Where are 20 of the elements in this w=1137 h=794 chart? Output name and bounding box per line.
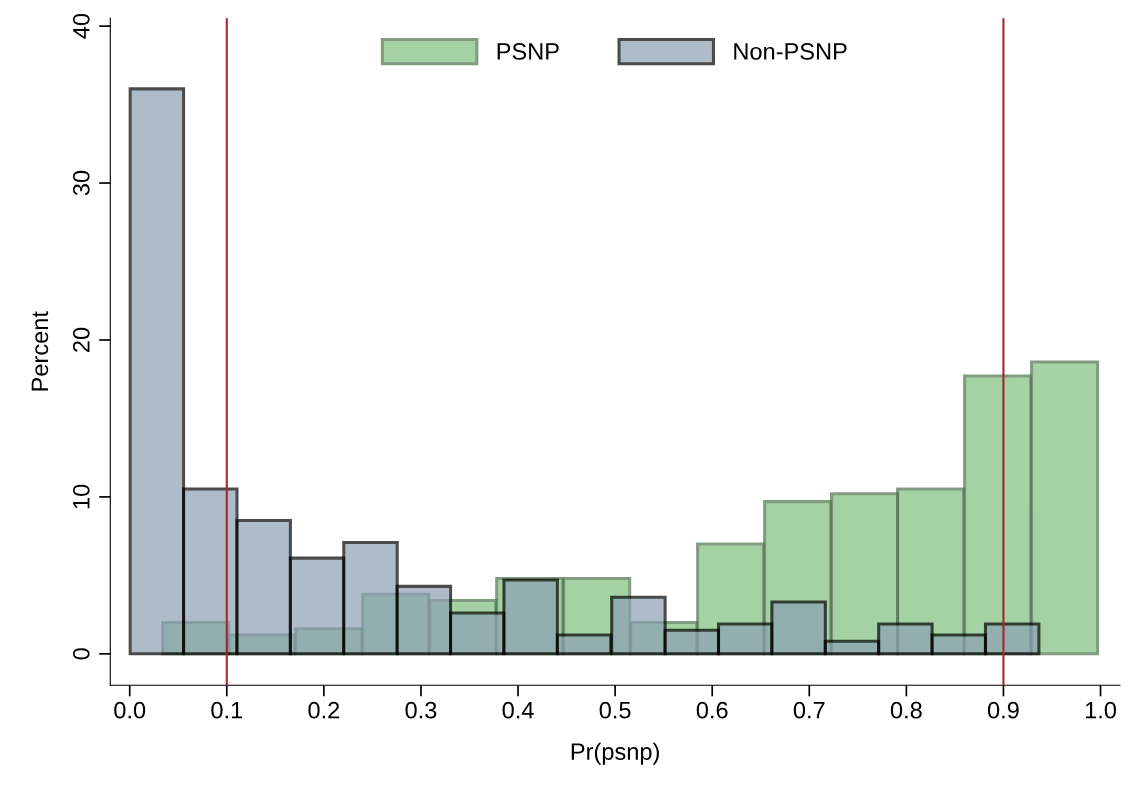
x-tick-label: 0.7 <box>793 701 825 719</box>
x-tick-label: 0.9 <box>987 701 1019 719</box>
x-tick-label: 0.5 <box>599 701 631 719</box>
y-axis-title: Percent <box>31 311 49 391</box>
y-tick-label: 40 <box>72 13 90 39</box>
x-tick-label: 0.8 <box>890 701 922 719</box>
y-tick-label: 10 <box>72 484 90 509</box>
y-tick-label: 0 <box>72 648 90 660</box>
x-tick-label: 0.1 <box>211 701 243 719</box>
y-tick-label: 20 <box>72 327 90 352</box>
legend-label: PSNP <box>497 43 559 60</box>
x-axis-title: Pr(psnp) <box>571 742 659 765</box>
x-tick-label: 1.0 <box>1085 701 1117 719</box>
x-tick-label: 0.6 <box>696 701 728 719</box>
legend-label: Non-PSNP <box>734 43 847 60</box>
x-tick-label: 0.4 <box>502 701 534 719</box>
y-tick-label: 30 <box>72 170 90 196</box>
x-tick-label: 0.0 <box>114 701 146 719</box>
x-tick-label: 0.3 <box>405 701 437 719</box>
x-tick-label: 0.2 <box>308 701 340 719</box>
